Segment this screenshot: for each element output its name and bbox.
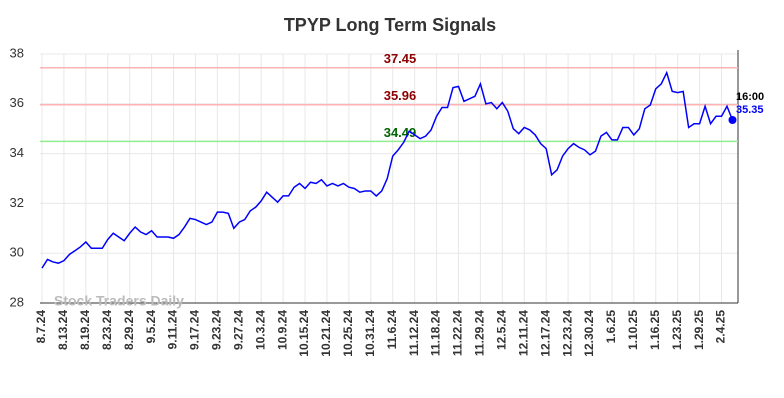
x-tick-label: 9.17.24 (188, 310, 202, 350)
x-tick-label: 8.29.24 (122, 310, 136, 350)
x-tick-label: 8.7.24 (34, 310, 48, 344)
chart-title: TPYP Long Term Signals (284, 15, 496, 35)
x-tick-label: 1.10.25 (626, 310, 640, 350)
x-tick-label: 12.11.24 (516, 310, 530, 356)
x-tick-label: 10.9.24 (275, 310, 289, 350)
x-tick-label: 12.23.24 (560, 310, 574, 357)
watermark: Stock Traders Daily (54, 293, 184, 309)
x-tick-label: 9.23.24 (210, 310, 224, 350)
x-tick-label: 12.30.24 (582, 310, 596, 357)
x-tick-label: 11.6.24 (385, 310, 399, 350)
x-tick-label: 10.21.24 (319, 310, 333, 357)
signal-label: 37.45 (384, 51, 417, 66)
x-tick-label: 12.5.24 (494, 310, 508, 350)
x-tick-label: 1.6.25 (604, 310, 618, 344)
x-tick-label: 12.17.24 (538, 310, 552, 357)
y-tick-label: 30 (10, 245, 24, 260)
last-point (728, 115, 737, 124)
x-tick-label: 9.5.24 (144, 310, 158, 344)
x-tick-label: 1.23.25 (670, 310, 684, 350)
x-tick-label: 8.19.24 (78, 310, 92, 350)
signal-label: 35.96 (384, 88, 417, 103)
x-tick-label: 10.31.24 (363, 310, 377, 357)
last-time: 16:00 (736, 91, 764, 103)
x-tick-label: 9.11.24 (166, 310, 180, 350)
x-tick-label: 1.16.25 (648, 310, 662, 350)
x-tick-label: 9.27.24 (231, 310, 245, 350)
x-tick-label: 1.29.25 (692, 310, 706, 350)
x-tick-label: 8.13.24 (56, 310, 70, 350)
y-tick-label: 28 (10, 294, 24, 309)
price-line (41, 70, 734, 269)
signal-label: 34.49 (384, 125, 417, 140)
last-value: 35.35 (736, 104, 764, 116)
y-tick-label: 34 (10, 145, 24, 160)
y-tick-label: 32 (10, 195, 24, 210)
x-tick-label: 10.15.24 (297, 310, 311, 357)
x-tick-label: 11.18.24 (429, 310, 443, 356)
y-tick-label: 38 (10, 45, 24, 60)
x-tick-label: 11.12.24 (407, 310, 421, 356)
x-tick-label: 8.23.24 (100, 310, 114, 350)
x-tick-label: 10.3.24 (253, 310, 267, 350)
x-tick-label: 11.29.24 (473, 310, 487, 356)
x-tick-label: 11.22.24 (451, 310, 465, 356)
x-tick-label: 2.4.25 (714, 310, 728, 344)
y-tick-label: 36 (10, 95, 24, 110)
x-tick-label: 10.25.24 (341, 310, 355, 357)
